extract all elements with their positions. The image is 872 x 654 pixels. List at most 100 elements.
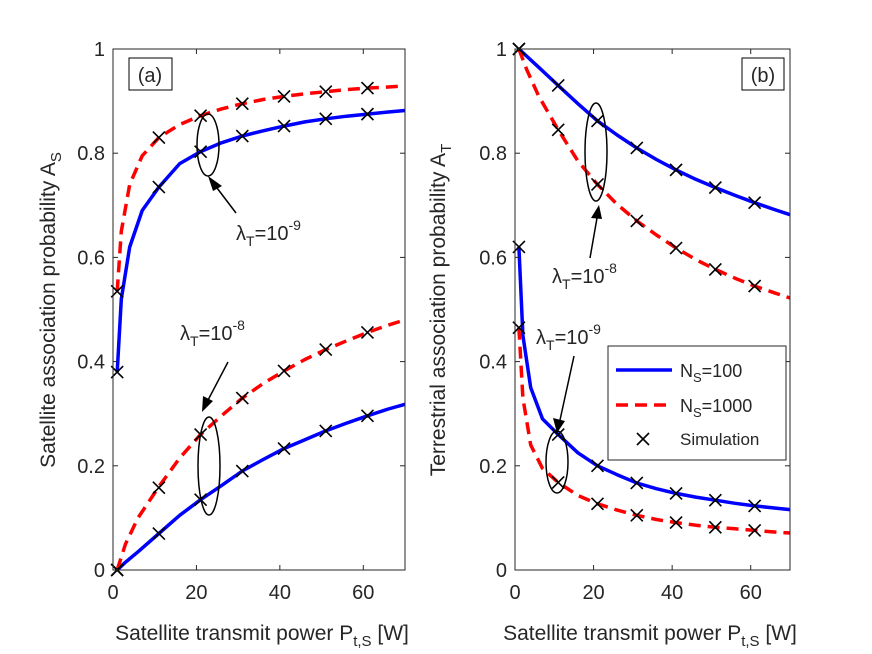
panel-b-arrow-lower-head [553, 418, 565, 433]
panel-a-ylabel: Satellite association probability AS [37, 152, 65, 468]
panel-a-ellipse-lower [197, 416, 221, 516]
panel-b-marker-2-3 [630, 476, 644, 490]
panel-b-xtick-label-3: 60 [740, 582, 762, 604]
panel-a-marker-2-3 [235, 464, 249, 478]
panel-a-ytick-label-3: 0.6 [77, 247, 105, 269]
legend-label-ns1000: NS=1000 [680, 396, 752, 420]
panel-b-ellipse-upper [584, 102, 608, 202]
legend: NS=100 NS=1000 Simulation [607, 345, 787, 461]
panel-b-marker-1-5 [708, 262, 722, 276]
panel-a-marker-2-1 [152, 526, 166, 541]
panel-a-xtick-label-0: 0 [107, 582, 118, 604]
legend-box [607, 345, 787, 461]
panel-a-marker-1-1 [152, 131, 166, 145]
panel-b-xtick-label-0: 0 [509, 582, 520, 604]
panel-b-marker-2-5 [708, 493, 722, 507]
panel-a-series-2 [116, 402, 406, 572]
panel-a-marker-2-5 [319, 424, 333, 438]
panel-a-marker-0-6 [360, 107, 375, 121]
panel-a-marker-0-3 [235, 129, 249, 143]
panel-b-marker-1-2 [590, 177, 605, 192]
panel-a-ytick-label-4: 0.8 [77, 143, 105, 165]
panel-b-ytick-label-4: 0.8 [479, 143, 507, 165]
legend-swatch-simulation [636, 432, 650, 446]
panel-b-annotation-upper: λT=10-8 [552, 260, 617, 292]
panel-b-ticks: 0 20 40 60 0 0.2 0.4 0.6 0.8 1 [479, 39, 790, 604]
panel-b-arrow-upper-head [591, 205, 602, 219]
panel-b-marker-1-4 [669, 241, 683, 255]
panel-b-marker-0-3 [630, 141, 644, 155]
panel-a-marker-0-4 [277, 119, 291, 133]
panel-b-marker-2-2 [590, 459, 605, 473]
panel-a-label-box [128, 57, 173, 91]
panel-a-marker-1-6 [360, 81, 375, 95]
panel-b-annotation-lower: λT=10-9 [536, 321, 601, 353]
panel-b-ytick-label-0: 0 [496, 560, 507, 582]
panel-b-marker-3-4 [669, 516, 683, 530]
panel-a-arrow-upper-shaft [213, 183, 237, 214]
panel-b-xtick-label-2: 40 [661, 582, 683, 604]
panel-a-axes-box [112, 48, 406, 571]
panel-a-ytick-label-1: 0.2 [77, 456, 105, 478]
panel-a-arrow-upper-head [208, 176, 222, 191]
panel-a-marker-3-4 [277, 364, 291, 378]
panel-a-marker-2-4 [277, 442, 291, 456]
panel-a-marker-1-2 [194, 109, 208, 123]
panel-b-marker-3-3 [630, 508, 644, 522]
panel-b-label-box [741, 57, 785, 91]
panel-b-marker-2-1 [551, 427, 565, 442]
panel-b-marker-0-4 [669, 163, 683, 177]
panel-b: 0 20 40 60 0 0.2 0.4 0.6 0.8 1 (b) λT=10-8 λT=10-… [427, 39, 797, 650]
panel-b-axes-box [514, 48, 791, 571]
panel-a-ytick-label-2: 0.4 [77, 352, 105, 374]
panel-b-marker-0-1 [551, 78, 565, 93]
panel-a-arrow-lower-shaft [206, 361, 229, 403]
panel-b-xlabel: Satellite transmit power Pt,S [W] [503, 622, 797, 650]
panel-a-marker-3-1 [152, 481, 166, 495]
panel-a-xtick-label-2: 40 [269, 582, 291, 604]
panel-b-xtick-label-1: 20 [582, 582, 604, 604]
panel-a-marker-1-4 [277, 89, 291, 103]
panel-b-marker-1-6 [748, 279, 762, 293]
panel-b-ytick-label-2: 0.4 [479, 352, 507, 374]
panel-a-marker-1-3 [235, 97, 249, 111]
panel-a: 0 20 40 60 0 0.2 0.4 0.6 0.8 1 (a) λT=10-9 λT=10-… [37, 39, 409, 650]
panel-a-marker-3-5 [319, 343, 333, 357]
panel-b-ylabel: Terrestrial association probability AT [427, 144, 455, 477]
panel-b-ytick-label-5: 1 [496, 39, 507, 61]
panel-a-label: (a) [138, 65, 162, 87]
panel-a-marker-3-3 [235, 391, 249, 405]
panel-b-marker-3-2 [590, 497, 605, 511]
panel-a-xlabel: Satellite transmit power Pt,S [W] [115, 622, 409, 650]
panel-a-arrow-lower-head [202, 396, 213, 412]
panel-a-series-3 [115, 318, 406, 571]
panel-a-marker-1-5 [319, 85, 333, 99]
legend-label-simulation: Simulation [680, 430, 759, 449]
panel-b-arrow-lower-shaft [559, 355, 575, 421]
panel-b-marker-2-4 [669, 486, 683, 500]
panel-b-marker-0-6 [748, 196, 762, 210]
panel-b-marker-3-6 [748, 523, 762, 537]
panel-b-marker-3-1 [551, 475, 565, 490]
panel-b-marker-2-6 [748, 499, 762, 513]
panel-a-ytick-label-0: 0 [94, 560, 105, 582]
panel-b-marker-1-1 [551, 123, 565, 137]
panel-b-arrow-upper-shaft [589, 217, 598, 259]
panel-b-ytick-label-1: 0.2 [479, 456, 507, 478]
panel-a-marker-2-6 [360, 409, 375, 423]
panel-b-marker-0-5 [708, 181, 722, 195]
panel-b-marker-3-5 [708, 520, 722, 534]
panel-b-label: (b) [751, 65, 775, 87]
panel-b-markers [512, 42, 762, 537]
panel-a-xtick-label-1: 20 [185, 582, 207, 604]
panel-a-annotation-upper: λT=10-9 [236, 217, 301, 249]
panel-a-annotation-lower: λT=10-8 [180, 317, 245, 349]
panel-b-marker-0-2 [590, 114, 605, 128]
legend-label-ns100: NS=100 [680, 361, 742, 385]
panel-a-marker-3-6 [360, 325, 375, 339]
panel-a-ticks: 0 20 40 60 0 0.2 0.4 0.6 0.8 1 [77, 39, 405, 604]
panel-a-xtick-label-3: 60 [352, 582, 374, 604]
panel-a-marker-0-5 [319, 112, 333, 126]
panel-a-marker-0-1 [152, 180, 166, 194]
